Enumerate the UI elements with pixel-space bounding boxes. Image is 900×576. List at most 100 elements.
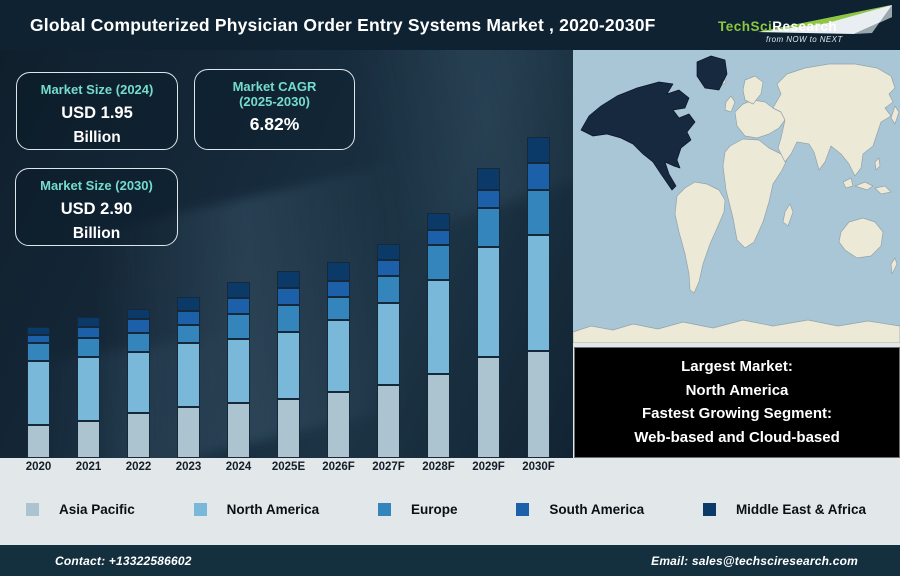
legend-swatch-middle-east-africa: [702, 502, 716, 516]
bar-segment-europe: [527, 190, 550, 235]
bar-2026f: [327, 262, 350, 458]
stat-value: USD 2.90: [60, 200, 133, 218]
bar-segment-north-america: [127, 352, 150, 413]
legend-swatch-south-america: [516, 502, 530, 516]
header-bar: Global Computerized Physician Order Entr…: [0, 0, 900, 50]
bar-segment-asia-pacific: [327, 392, 350, 458]
stat-heading: Market Size (2024): [40, 82, 154, 97]
legend-item-north-america: North America: [193, 501, 320, 517]
north-america-region: [580, 55, 728, 191]
bar-2027f: [377, 244, 400, 458]
fastest-segment-value: Web-based and Cloud-based: [634, 428, 840, 446]
bar-segment-south-america: [227, 298, 250, 314]
legend-item-europe: Europe: [377, 501, 458, 517]
market-highlight-box: Largest Market: North America Fastest Gr…: [574, 347, 900, 458]
bar-segment-middle-east-africa: [377, 244, 400, 260]
bar-segment-south-america: [127, 319, 150, 333]
bar-segment-europe: [377, 276, 400, 303]
map-landmasses: [572, 63, 900, 344]
stacked-bar-chart: [0, 50, 573, 458]
bar-segment-europe: [277, 305, 300, 332]
bar-segment-europe: [177, 325, 200, 343]
largest-market-label: Largest Market:: [681, 358, 793, 375]
axis-label-2021: 2021: [75, 461, 102, 473]
logo-wordmark: TechSciResearch: [718, 19, 837, 34]
bar-2021: [77, 317, 100, 458]
bar-segment-north-america: [27, 361, 50, 425]
bar-segment-middle-east-africa: [27, 327, 50, 335]
axis-label-2024: 2024: [225, 461, 252, 473]
bar-segment-south-america: [277, 288, 300, 305]
bar-2030f: [527, 137, 550, 458]
legend-item-asia-pacific: Asia Pacific: [26, 502, 135, 517]
bar-2020: [27, 327, 50, 458]
stat-value-unit: Billion: [73, 129, 121, 146]
bar-2022: [127, 309, 150, 458]
bar-segment-north-america: [427, 280, 450, 374]
page-title: Global Computerized Physician Order Entr…: [30, 15, 656, 35]
footer-bar: Contact: +13322586602 Email: sales@techs…: [0, 545, 900, 576]
bar-2028f: [427, 213, 450, 458]
legend-label: North America: [226, 501, 320, 517]
bar-segment-asia-pacific: [177, 407, 200, 458]
bar-segment-europe: [427, 245, 450, 280]
chart-panel: Market Size (2024) USD 1.95 Billion Mark…: [0, 50, 573, 458]
bar-segment-north-america: [277, 332, 300, 399]
axis-label-2030f: 2030F: [522, 461, 555, 473]
bar-segment-south-america: [327, 281, 350, 297]
fastest-segment-label: Fastest Growing Segment:: [641, 405, 833, 422]
legend-swatch-asia-pacific: [26, 502, 39, 516]
bar-segment-south-america: [77, 327, 100, 338]
bar-segment-asia-pacific: [227, 403, 250, 458]
techsci-logo: TechSciResearch from NOW to NEXT: [706, 3, 894, 48]
logo-brand-primary: TechSci: [718, 19, 773, 34]
legend-label: South America: [549, 501, 645, 517]
bar-2025e: [277, 271, 300, 458]
stat-box-market-cagr: Market CAGR (2025-2030) 6.82%: [194, 69, 355, 150]
bar-segment-middle-east-africa: [177, 297, 200, 311]
contact-info: Contact: +13322586602: [55, 553, 192, 568]
logo-arrow-icon: [758, 5, 892, 34]
largest-market-value: North America: [685, 381, 789, 399]
bar-segment-north-america: [177, 343, 200, 407]
bar-segment-europe: [477, 208, 500, 247]
stat-heading: Market CAGR: [232, 79, 317, 94]
stat-value: USD 1.95: [61, 104, 133, 122]
stat-heading: Market Size (2030): [40, 178, 153, 193]
bar-segment-middle-east-africa: [477, 168, 500, 190]
email-info: Email: sales@techsciresearch.com: [651, 553, 858, 568]
bar-segment-asia-pacific: [127, 413, 150, 458]
stat-heading-line2: (2025-2030): [239, 94, 310, 109]
axis-label-2028f: 2028F: [422, 461, 455, 473]
bar-segment-middle-east-africa: [127, 309, 150, 319]
axis-label-2023: 2023: [175, 461, 202, 473]
bar-segment-asia-pacific: [477, 357, 500, 458]
bar-segment-north-america: [527, 235, 550, 351]
bar-segment-north-america: [227, 339, 250, 403]
bar-segment-asia-pacific: [77, 421, 100, 458]
legend-swatch-north-america: [193, 502, 207, 516]
bar-segment-north-america: [77, 357, 100, 421]
bar-segment-asia-pacific: [527, 351, 550, 458]
bar-segment-middle-east-africa: [227, 282, 250, 298]
stat-value: 6.82%: [249, 114, 300, 134]
legend-item-middle-east-africa: Middle East & Africa: [702, 502, 866, 517]
axis-label-2026f: 2026F: [322, 461, 355, 473]
legend-label: Europe: [410, 501, 458, 517]
bar-segment-north-america: [377, 303, 400, 385]
legend-item-south-america: South America: [516, 502, 644, 517]
bar-segment-europe: [27, 343, 50, 361]
bar-segment-middle-east-africa: [427, 213, 450, 230]
stat-box-market-size-2030: Market Size (2030) USD 2.90 Billion: [15, 168, 178, 246]
bar-segment-south-america: [427, 230, 450, 245]
bar-segment-asia-pacific: [427, 374, 450, 458]
bar-segment-asia-pacific: [277, 399, 300, 458]
bar-segment-north-america: [327, 320, 350, 392]
axis-label-2020: 2020: [25, 461, 52, 473]
bar-segment-south-america: [177, 311, 200, 325]
stat-value-unit: Billion: [72, 225, 121, 242]
bar-2024: [227, 282, 250, 458]
bar-segment-asia-pacific: [27, 425, 50, 458]
bar-segment-south-america: [27, 335, 50, 343]
